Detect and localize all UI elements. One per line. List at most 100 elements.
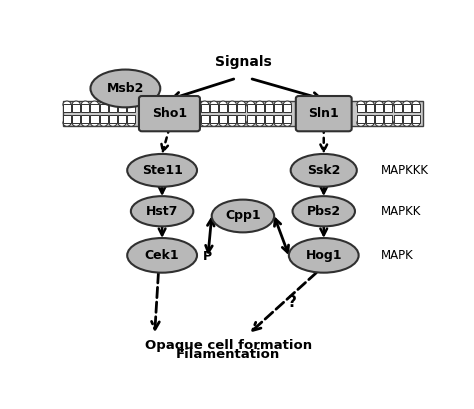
- Bar: [274, 115, 282, 124]
- Bar: [265, 115, 273, 124]
- Text: Opaque cell formation: Opaque cell formation: [145, 339, 312, 352]
- Bar: [246, 115, 255, 124]
- Bar: [109, 104, 117, 112]
- Bar: [393, 104, 401, 112]
- Circle shape: [403, 101, 411, 108]
- Circle shape: [357, 101, 365, 108]
- Bar: [366, 115, 374, 124]
- Bar: [237, 104, 246, 112]
- Circle shape: [91, 101, 99, 108]
- Text: MAPKK: MAPKK: [381, 205, 421, 218]
- Bar: [100, 104, 108, 112]
- Circle shape: [201, 101, 209, 108]
- Text: Ssk2: Ssk2: [307, 164, 340, 177]
- Ellipse shape: [291, 154, 357, 187]
- Ellipse shape: [131, 196, 193, 227]
- Bar: [357, 104, 365, 112]
- Ellipse shape: [289, 238, 359, 273]
- Circle shape: [246, 101, 255, 108]
- Bar: [219, 104, 227, 112]
- Bar: [357, 115, 365, 124]
- Bar: [403, 115, 411, 124]
- Circle shape: [63, 119, 71, 126]
- Circle shape: [72, 101, 80, 108]
- Circle shape: [265, 119, 273, 126]
- Bar: [201, 115, 209, 124]
- Circle shape: [127, 119, 135, 126]
- Bar: [265, 104, 273, 112]
- Bar: [201, 104, 209, 112]
- FancyBboxPatch shape: [296, 96, 352, 131]
- Ellipse shape: [127, 238, 197, 273]
- Text: Signals: Signals: [215, 55, 271, 69]
- Bar: [118, 104, 126, 112]
- Circle shape: [357, 119, 365, 126]
- Text: Cek1: Cek1: [145, 249, 180, 262]
- Circle shape: [256, 101, 264, 108]
- Circle shape: [375, 101, 383, 108]
- Circle shape: [412, 101, 420, 108]
- Text: Ste11: Ste11: [142, 164, 182, 177]
- Circle shape: [375, 119, 383, 126]
- Bar: [283, 115, 292, 124]
- Bar: [210, 115, 218, 124]
- Text: MAPK: MAPK: [381, 249, 413, 262]
- Text: Cpp1: Cpp1: [225, 209, 261, 222]
- Ellipse shape: [91, 70, 160, 107]
- Circle shape: [256, 119, 264, 126]
- Bar: [412, 104, 420, 112]
- Circle shape: [72, 119, 80, 126]
- Bar: [82, 104, 90, 112]
- Circle shape: [265, 101, 273, 108]
- Circle shape: [118, 101, 126, 108]
- Circle shape: [118, 119, 126, 126]
- Circle shape: [393, 119, 401, 126]
- Circle shape: [201, 119, 209, 126]
- Circle shape: [274, 101, 282, 108]
- Text: ?: ?: [288, 295, 297, 310]
- Text: Pbs2: Pbs2: [307, 205, 341, 218]
- Bar: [283, 104, 292, 112]
- Bar: [91, 115, 99, 124]
- Circle shape: [366, 101, 374, 108]
- Bar: [412, 115, 420, 124]
- Circle shape: [393, 101, 401, 108]
- Bar: [100, 115, 108, 124]
- Bar: [246, 104, 255, 112]
- Bar: [256, 115, 264, 124]
- Circle shape: [384, 101, 392, 108]
- Circle shape: [127, 101, 135, 108]
- Text: Hog1: Hog1: [305, 249, 342, 262]
- Circle shape: [109, 119, 117, 126]
- Circle shape: [100, 101, 108, 108]
- Circle shape: [219, 119, 227, 126]
- Circle shape: [109, 101, 117, 108]
- Circle shape: [219, 101, 227, 108]
- Bar: [393, 115, 401, 124]
- Bar: [63, 104, 71, 112]
- Bar: [219, 115, 227, 124]
- Ellipse shape: [212, 200, 274, 232]
- Text: Msb2: Msb2: [107, 82, 144, 95]
- Bar: [127, 104, 135, 112]
- FancyBboxPatch shape: [139, 96, 200, 131]
- Ellipse shape: [127, 154, 197, 187]
- Ellipse shape: [292, 196, 355, 227]
- Text: MAPKKK: MAPKKK: [381, 164, 428, 177]
- Circle shape: [366, 119, 374, 126]
- Bar: [256, 104, 264, 112]
- Circle shape: [210, 101, 218, 108]
- Bar: [72, 115, 80, 124]
- Bar: [375, 115, 383, 124]
- Circle shape: [237, 101, 246, 108]
- Circle shape: [384, 119, 392, 126]
- Text: Hst7: Hst7: [146, 205, 178, 218]
- Circle shape: [63, 101, 71, 108]
- Bar: [228, 115, 237, 124]
- Bar: [210, 104, 218, 112]
- Bar: [127, 115, 135, 124]
- Circle shape: [403, 119, 411, 126]
- Bar: [403, 104, 411, 112]
- Bar: [72, 104, 80, 112]
- Circle shape: [82, 101, 90, 108]
